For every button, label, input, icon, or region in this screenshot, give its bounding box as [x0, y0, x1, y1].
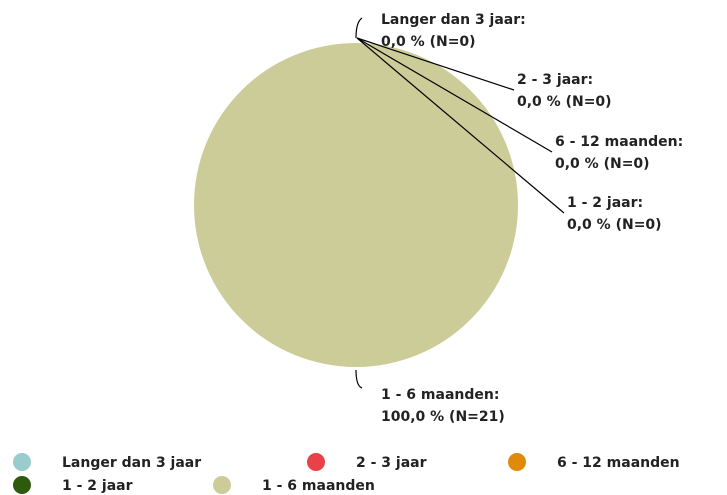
- legend-label: Langer dan 3 jaar: [62, 455, 201, 471]
- data-label-name: Langer dan 3 jaar:: [381, 12, 526, 28]
- legend-marker: [213, 476, 231, 494]
- leader-line: [356, 37, 553, 153]
- data-label-name: 1 - 2 jaar:: [567, 195, 643, 211]
- legend-marker: [13, 476, 31, 494]
- data-label-value: 0,0 % (N=0): [517, 94, 612, 110]
- data-label-name: 2 - 3 jaar:: [517, 72, 593, 88]
- legend-label: 1 - 6 maanden: [262, 478, 375, 494]
- data-label-value: 100,0 % (N=21): [381, 409, 505, 425]
- data-label-value: 0,0 % (N=0): [567, 217, 662, 233]
- legend-marker: [508, 453, 526, 471]
- data-label-value: 0,0 % (N=0): [555, 156, 650, 172]
- legend-label: 2 - 3 jaar: [356, 455, 427, 471]
- leader-line: [355, 369, 363, 389]
- data-label-name: 6 - 12 maanden:: [555, 134, 683, 150]
- legend-marker: [307, 453, 325, 471]
- legend-label: 1 - 2 jaar: [62, 478, 133, 494]
- data-label-value: 0,0 % (N=0): [381, 34, 476, 50]
- legend-marker: [13, 453, 31, 471]
- leader-line: [356, 37, 515, 91]
- leader-line: [355, 17, 363, 39]
- leader-line: [356, 37, 565, 214]
- data-label-name: 1 - 6 maanden:: [381, 387, 499, 403]
- legend-label: 6 - 12 maanden: [557, 455, 680, 471]
- pie-slice: [194, 43, 518, 367]
